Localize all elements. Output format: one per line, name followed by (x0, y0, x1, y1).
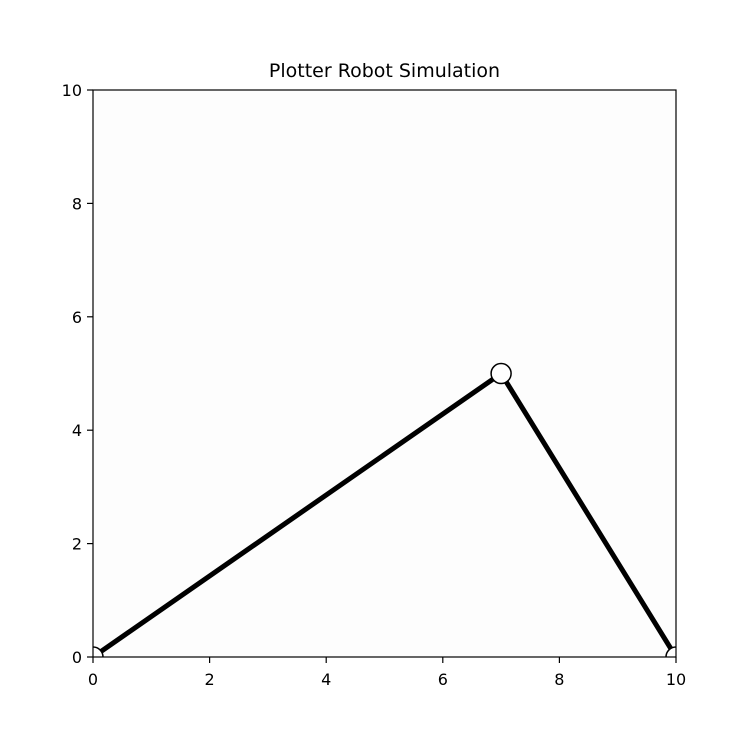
y-tick-label: 8 (72, 194, 82, 213)
axes-frame (92, 89, 677, 658)
joint-point (93, 646, 104, 657)
series-layer (93, 362, 676, 657)
y-tick-label: 4 (72, 421, 82, 440)
x-tick-label: 0 (88, 670, 98, 689)
x-tick-label: 4 (321, 670, 331, 689)
y-tick-label: 10 (62, 81, 82, 100)
chart-title: Plotter Robot Simulation (269, 60, 500, 82)
joint-point (665, 646, 676, 657)
plot-area (93, 90, 676, 657)
y-tick-label: 2 (72, 535, 82, 554)
x-tick-label: 6 (438, 670, 448, 689)
series-clip-group (93, 362, 676, 657)
y-axis: 0 2 4 6 8 10 (62, 81, 93, 667)
x-tick-label: 8 (554, 670, 564, 689)
y-tick-label: 6 (72, 308, 82, 327)
x-tick-label: 10 (666, 670, 686, 689)
x-axis: 0 2 4 6 8 10 (88, 657, 686, 689)
joint-point (490, 362, 512, 385)
y-tick-label: 0 (72, 648, 82, 667)
x-tick-label: 2 (205, 670, 215, 689)
